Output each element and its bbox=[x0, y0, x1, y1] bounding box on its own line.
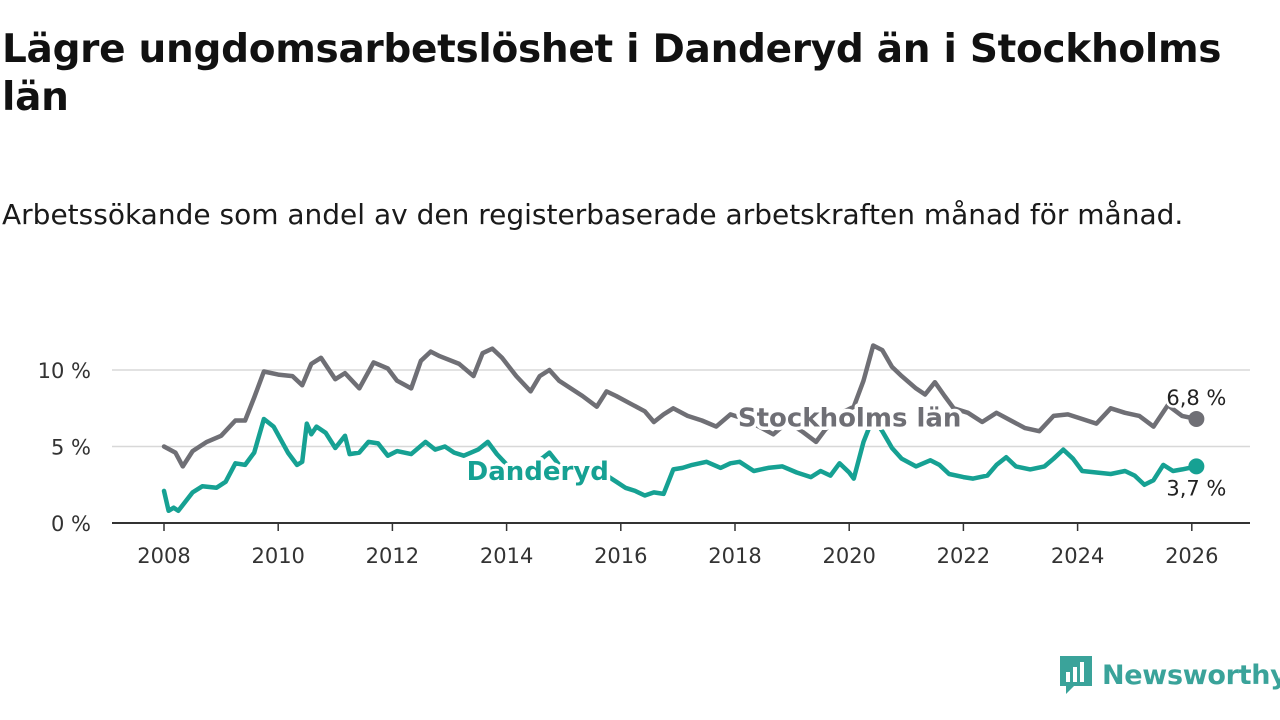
label-layer: Stockholms län Danderyd 6,8 % 3,7 % bbox=[463, 383, 1229, 502]
series-end-marker bbox=[1188, 410, 1205, 427]
y-tick-label: 5 % bbox=[51, 436, 91, 460]
y-tick-label: 10 % bbox=[38, 359, 91, 383]
end-value-label: 6,8 % bbox=[1166, 386, 1226, 410]
end-value-label: 3,7 % bbox=[1166, 476, 1226, 500]
chart-title: Lägre ungdomsarbetslöshet i Danderyd än … bbox=[2, 27, 1222, 120]
x-tick-label: 2010 bbox=[251, 544, 304, 568]
series-label: Danderyd bbox=[467, 457, 609, 487]
series-line-danderyd bbox=[161, 415, 1199, 514]
x-tick-label: 2020 bbox=[822, 544, 875, 568]
series-line-stockholms-län bbox=[161, 343, 1199, 469]
x-tick-label: 2016 bbox=[594, 544, 647, 568]
series-label: Stockholms län bbox=[738, 403, 962, 433]
x-tick-label: 2018 bbox=[708, 544, 761, 568]
newsworthy-logo: Newsworthy bbox=[1058, 654, 1280, 696]
series-layer bbox=[161, 343, 1205, 514]
y-tick-label: 0 % bbox=[51, 512, 91, 536]
logo-text: Newsworthy bbox=[1102, 659, 1280, 691]
chart-subtitle: Arbetssökande som andel av den registerb… bbox=[2, 198, 1184, 231]
x-tick-label: 2014 bbox=[480, 544, 533, 568]
x-tick-label: 2012 bbox=[366, 544, 419, 568]
axis-layer: 0 % 5 % 10 % 2008 2010 2012 2014 2016 2018 2020 20… bbox=[38, 359, 1250, 568]
grid-layer bbox=[112, 369, 1250, 448]
series-end-marker bbox=[1188, 458, 1205, 475]
x-tick-label: 2022 bbox=[937, 544, 990, 568]
x-tick-label: 2026 bbox=[1165, 544, 1218, 568]
x-tick-label: 2008 bbox=[137, 544, 190, 568]
x-tick-label: 2024 bbox=[1051, 544, 1104, 568]
bar-chart-logo-icon bbox=[1060, 656, 1092, 694]
